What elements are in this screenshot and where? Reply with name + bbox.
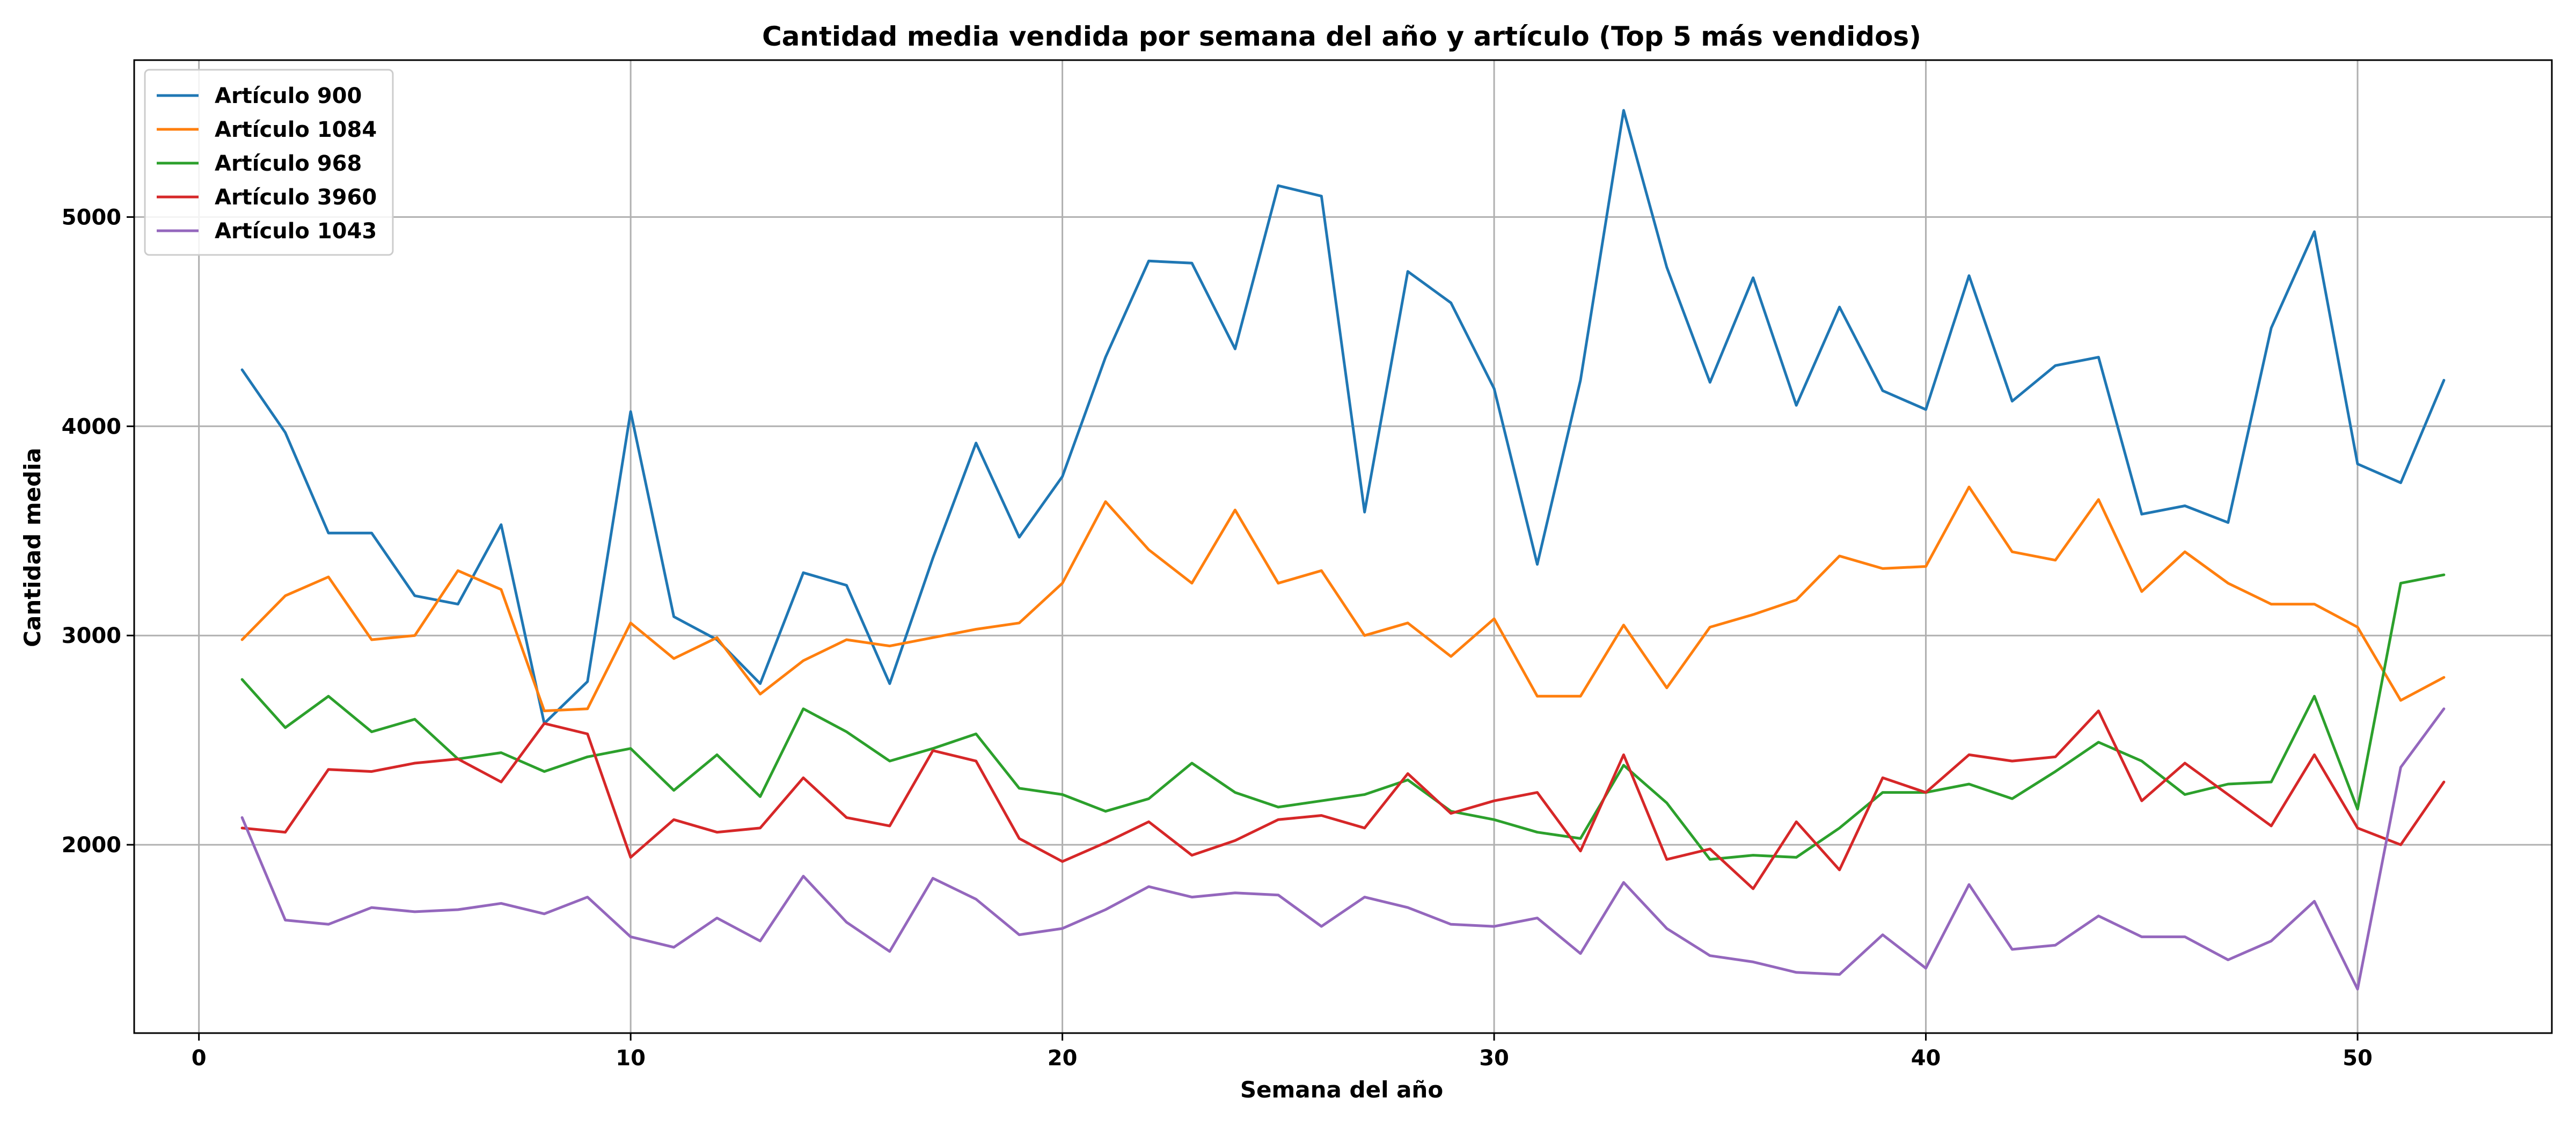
y-tick-label: 4000: [62, 414, 121, 439]
series-line-3: [240, 573, 2446, 861]
x-tick-label: 40: [1911, 1046, 1941, 1071]
x-tick-label: 50: [2343, 1046, 2373, 1071]
legend-entry: Artículo 1084: [215, 118, 377, 142]
gridlines: [134, 60, 2552, 1033]
series-lines: [240, 109, 2446, 991]
series-line-1: [240, 109, 2446, 725]
plot-frame: [133, 59, 2553, 1034]
legend-entry: Artículo 1043: [215, 219, 377, 244]
x-axis-label: Semana del año: [1240, 1077, 1443, 1103]
x-tick-label: 0: [192, 1046, 207, 1071]
series-line-2: [240, 485, 2446, 713]
series-line-5: [240, 707, 2446, 991]
series-line-4: [240, 709, 2446, 890]
y-tick-label: 3000: [62, 624, 121, 648]
legend-box: [144, 69, 394, 256]
x-tick-label: 30: [1479, 1046, 1509, 1071]
x-tick-label: 10: [616, 1046, 646, 1071]
x-tick-label: 20: [1048, 1046, 1078, 1071]
y-axis-label: Cantidad media: [19, 448, 46, 647]
y-tick-label: 5000: [62, 205, 121, 230]
legend-entry: Artículo 968: [215, 151, 362, 176]
axis-ticks: 0 10 20 30 40 50 2000 3000 4000 5000: [62, 205, 2373, 1071]
y-tick-label: 2000: [62, 833, 121, 858]
chart-title: Cantidad media vendida por semana del añ…: [762, 21, 1921, 52]
legend-entry: Artículo 3960: [215, 185, 377, 210]
legend: Artículo 900 Artículo 1084 Artículo 968 Art…: [144, 69, 394, 256]
legend-entry: Artículo 900: [215, 84, 362, 108]
